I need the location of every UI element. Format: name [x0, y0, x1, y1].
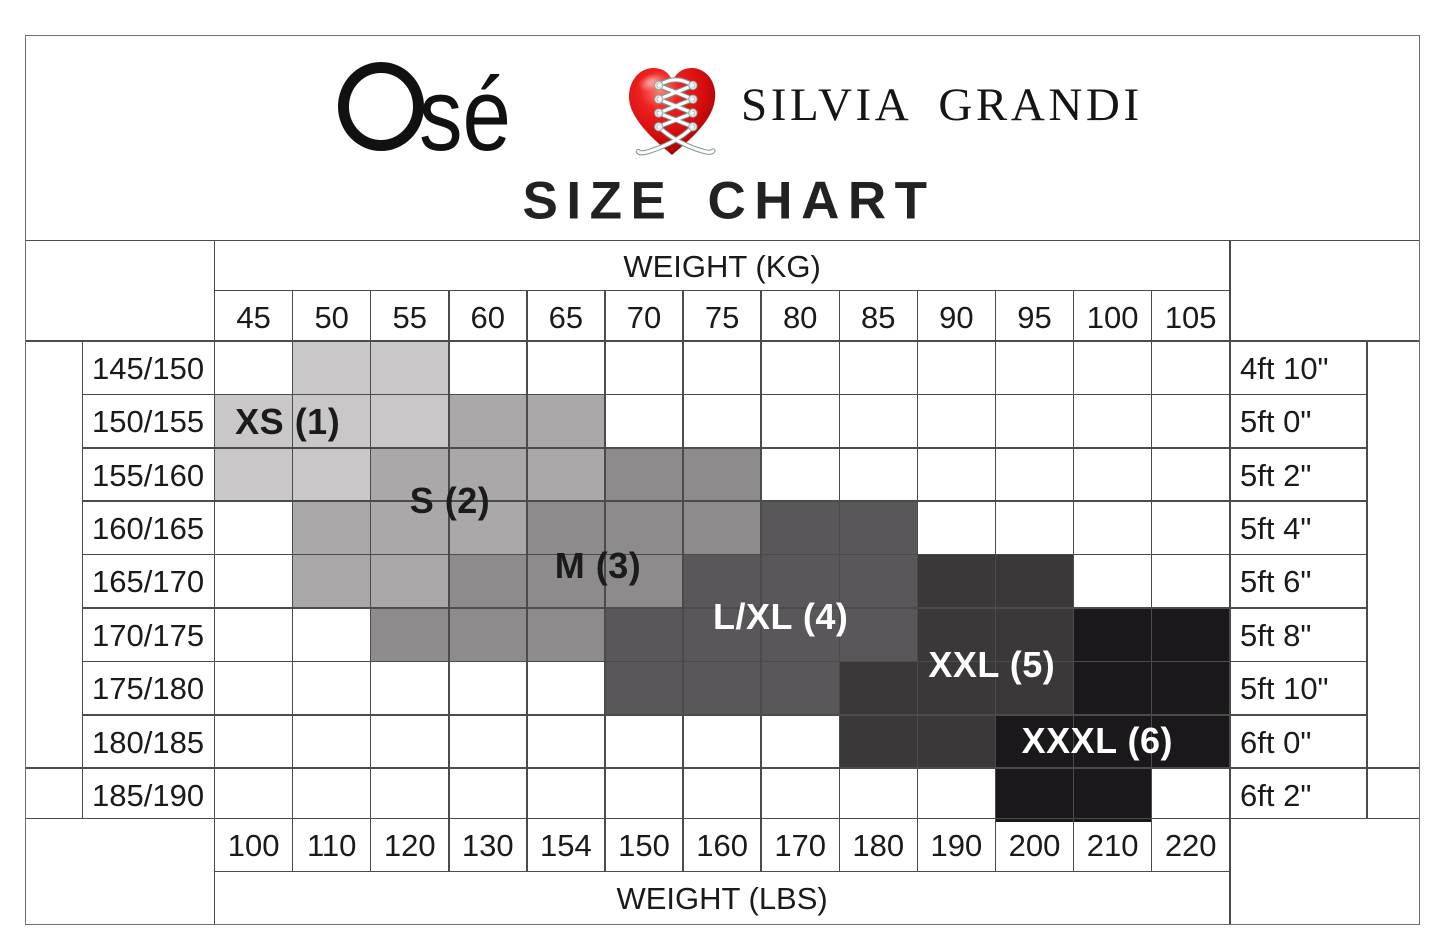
- svg-text:sé: sé: [419, 57, 511, 165]
